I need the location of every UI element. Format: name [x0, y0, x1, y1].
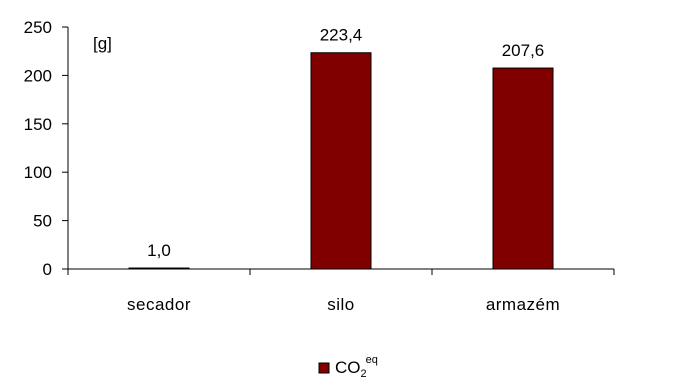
x-tick-label: secador: [127, 295, 191, 314]
x-tick-label: armazém: [486, 295, 560, 314]
bars: [128, 52, 554, 270]
legend-swatch: [318, 362, 330, 374]
x-tick-label: silo: [327, 295, 355, 314]
bar: [310, 52, 372, 270]
y-tick-label: 200: [24, 66, 52, 85]
legend-label: CO2eq: [335, 354, 378, 380]
y-tick-label: 50: [33, 212, 52, 231]
y-tick-label: 100: [24, 163, 52, 182]
data-label: 223,4: [320, 26, 363, 45]
y-unit-label: [g]: [93, 34, 112, 53]
y-tick-label: 150: [24, 115, 52, 134]
data-label: 1,0: [147, 241, 171, 260]
labels: 0 50 100 150 200 250 1,0 secador 223,4 silo 207,6 a…: [24, 18, 560, 314]
y-tick-label: 250: [24, 18, 52, 37]
data-label: 207,6: [502, 41, 545, 60]
y-tick-label: 0: [43, 260, 52, 279]
legend: CO2eq: [318, 354, 378, 380]
bar: [492, 67, 554, 270]
bar: [128, 267, 190, 270]
